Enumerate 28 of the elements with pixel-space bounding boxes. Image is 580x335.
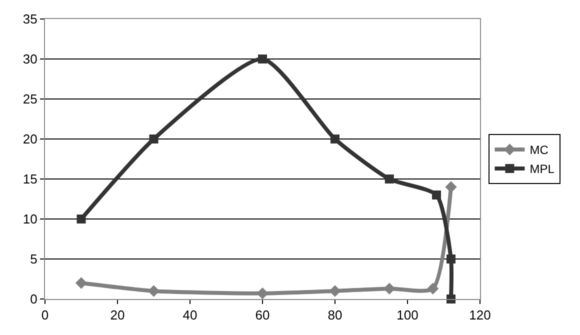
x-tick-label: 60 — [255, 308, 270, 323]
x-tick-label: 40 — [182, 308, 198, 323]
y-tick-label: 30 — [22, 52, 38, 67]
point — [384, 174, 394, 184]
x-tick-label: 20 — [110, 308, 125, 323]
y-tick-label: 5 — [30, 252, 38, 267]
legend-label: MPL — [530, 162, 555, 176]
point — [75, 277, 88, 289]
x-tick-label: 100 — [396, 308, 418, 323]
y-tick-label: 0 — [30, 292, 38, 307]
point — [330, 134, 340, 144]
y-tick-label: 35 — [22, 12, 38, 27]
x-tick-label: 0 — [41, 308, 49, 323]
y-tick-label: 20 — [22, 132, 38, 147]
point — [76, 214, 86, 224]
point — [446, 254, 456, 264]
x-tick-label: 120 — [469, 308, 491, 323]
y-tick-label: 25 — [22, 92, 38, 107]
legend-label: MC — [530, 143, 549, 158]
point — [427, 282, 439, 294]
point — [149, 134, 158, 144]
point — [258, 54, 267, 64]
point — [445, 181, 457, 193]
y-tick-label: 10 — [22, 212, 38, 227]
y-tick-label: 15 — [22, 172, 38, 187]
point — [432, 190, 441, 200]
point — [329, 285, 341, 297]
x-tick-label: 80 — [328, 308, 342, 323]
